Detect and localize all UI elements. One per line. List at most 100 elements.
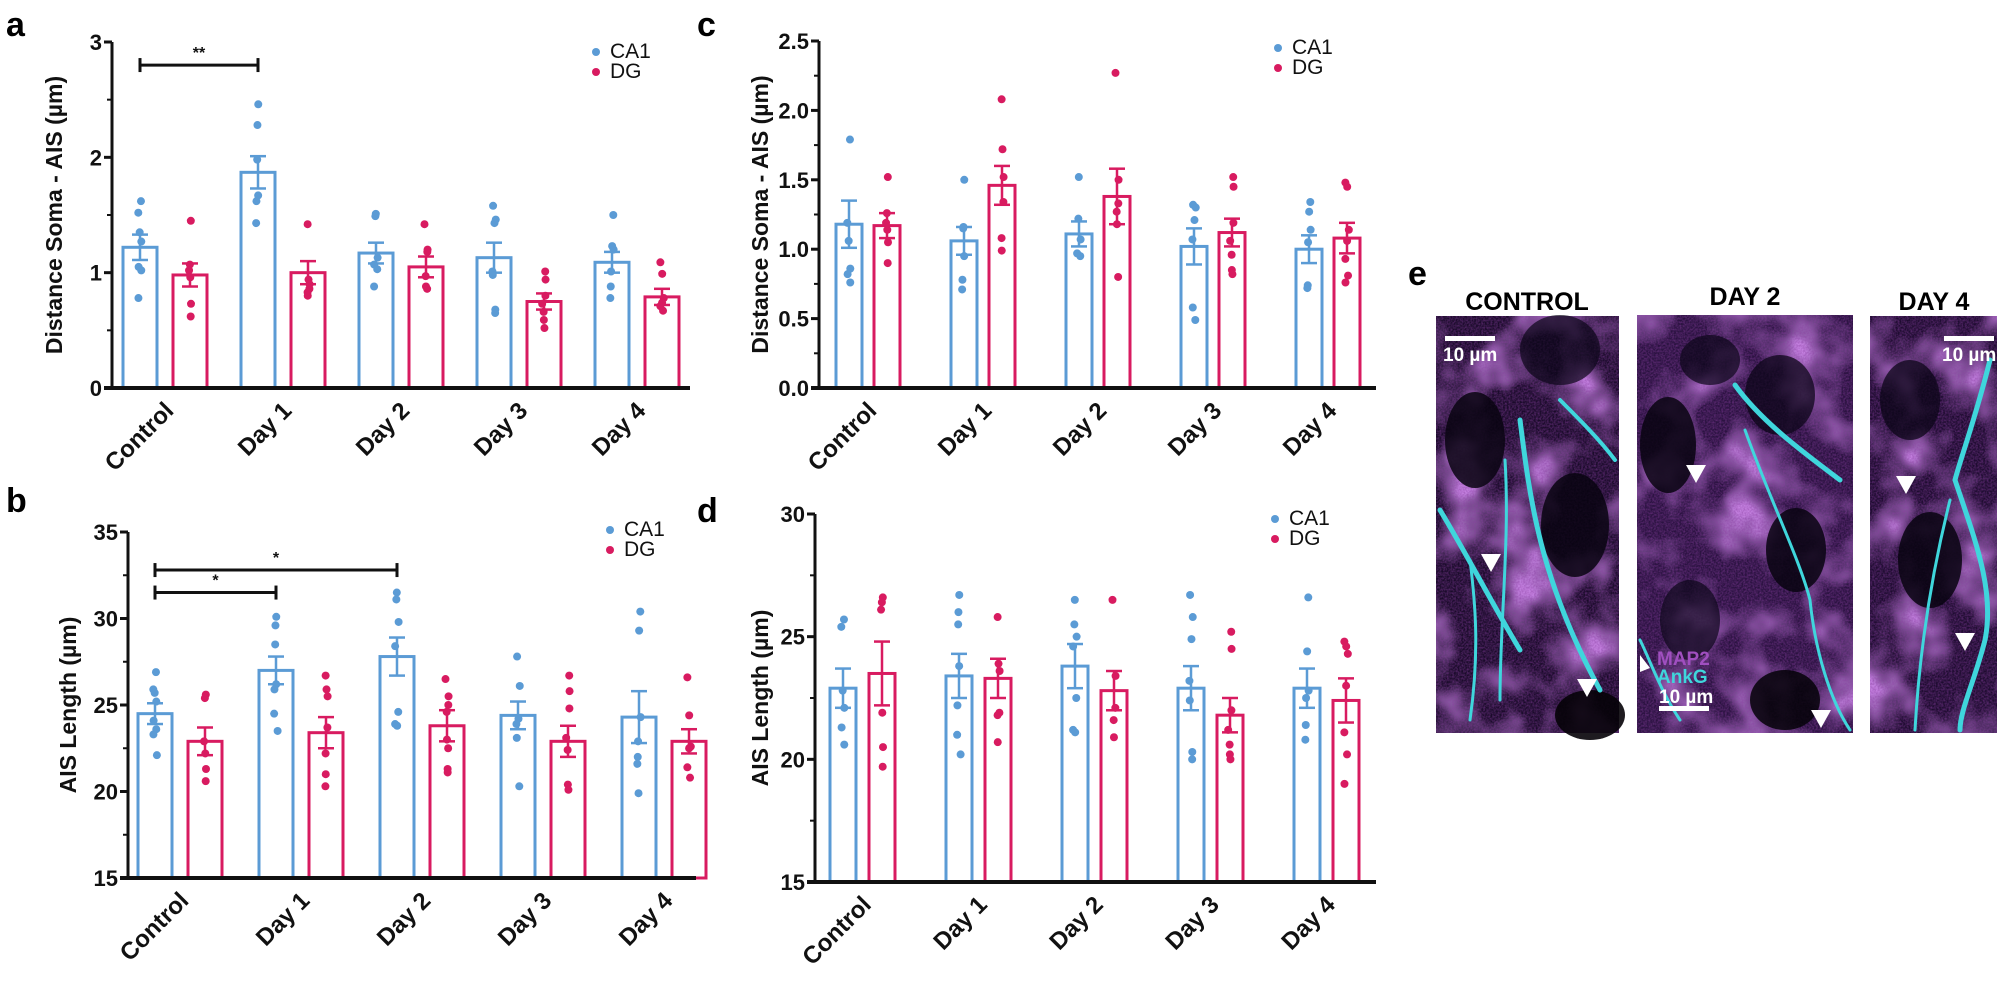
data-point-ca1 [1304, 238, 1313, 247]
data-point-ca1 [149, 730, 158, 739]
y-tick-label: 1 [90, 261, 102, 286]
data-point-ca1 [633, 759, 642, 768]
x-category-label: Day 2 [1048, 397, 1112, 461]
soma-dark [1898, 512, 1962, 608]
data-point-dg [541, 291, 550, 300]
arrowhead-icon [1481, 554, 1501, 572]
panel-letter-b: b [6, 482, 27, 520]
data-point-dg [1340, 728, 1349, 737]
data-point-ca1 [371, 212, 380, 221]
significance-label: * [212, 573, 219, 590]
data-point-dg [201, 749, 210, 758]
legend-marker-ca1 [1274, 44, 1282, 52]
data-point-ca1 [843, 218, 852, 227]
bar-dg-day4 [1331, 698, 1361, 884]
data-point-dg [1111, 671, 1120, 680]
y-tick-label: 15 [781, 870, 805, 895]
panel-letter-d: d [697, 492, 718, 530]
bar-dg-day3 [549, 739, 587, 880]
data-point-ca1 [1185, 696, 1194, 705]
data-point-ca1 [137, 266, 146, 275]
data-point-dg [877, 605, 886, 614]
stain-label-ankg: AnkG [1657, 667, 1708, 688]
data-point-dg [186, 312, 195, 321]
data-point-dg [993, 738, 1002, 747]
panel-letter-e: e [1408, 255, 1427, 293]
legend-label-dg: DG [610, 60, 642, 83]
soma-dark [1750, 670, 1820, 730]
y-axis-title: AIS Length (µm) [55, 617, 81, 794]
chart-d-ais-length: 15 20 25 30 AIS Length (µm) Control Day 1 Day 2… [747, 502, 1376, 971]
soma-dark [1680, 335, 1740, 385]
data-point-dg [999, 173, 1008, 182]
data-point-dg [442, 707, 451, 716]
data-point-dg [683, 763, 692, 772]
y-tick-label: 2.5 [778, 29, 809, 54]
y-tick-label: 0.0 [778, 376, 809, 401]
y-tick-label: 25 [781, 625, 805, 650]
data-point-ca1 [960, 252, 969, 261]
data-point-dg [1340, 779, 1349, 788]
data-point-ca1 [488, 270, 497, 279]
data-point-dg [884, 238, 893, 247]
data-point-ca1 [635, 626, 644, 635]
y-tick-label: 2.0 [778, 98, 809, 123]
data-point-dg [878, 762, 887, 771]
x-category-label: Control [803, 397, 882, 476]
data-point-ca1 [1188, 755, 1197, 764]
data-point-dg [685, 744, 694, 753]
data-point-ca1 [137, 237, 146, 246]
bar-ca1-day4 [1292, 686, 1322, 884]
data-point-dg [997, 234, 1006, 243]
y-axis-title: AIS Length (µm) [747, 610, 773, 787]
data-point-dg [1114, 272, 1123, 281]
data-point-ca1 [1304, 686, 1313, 695]
data-point-dg [999, 198, 1008, 207]
data-point-dg [565, 704, 574, 713]
data-point-ca1 [958, 285, 967, 294]
data-point-ca1 [152, 751, 161, 760]
data-point-dg [444, 692, 453, 701]
data-point-ca1 [1306, 198, 1315, 207]
data-point-ca1 [959, 224, 968, 233]
data-point-dg [883, 259, 892, 268]
data-point-ca1 [136, 197, 145, 206]
data-point-dg [1341, 278, 1350, 287]
stain-label-map2: MAP2 [1657, 649, 1710, 670]
micrograph-day2: MAP2 AnkG 10 µm [1637, 315, 1853, 733]
chart-a-soma-ais-distance: 0 1 2 3 Distance Soma - AIS (µm) Control Day 1… [41, 30, 690, 477]
data-point-dg [994, 659, 1003, 668]
scale-bar [1445, 336, 1495, 341]
micrograph-day4: 10 µm [1870, 316, 1997, 733]
data-point-ca1 [956, 750, 965, 759]
arrowhead-icon [1896, 476, 1916, 494]
data-point-ca1 [393, 721, 402, 730]
ankg-axon-segments [1437, 398, 1617, 722]
data-point-ca1 [252, 197, 261, 206]
data-point-ca1 [843, 270, 852, 279]
data-point-dg [1227, 627, 1236, 636]
x-category-label: Day 4 [614, 887, 679, 952]
data-point-ca1 [1070, 620, 1079, 629]
data-point-dg [1112, 207, 1121, 216]
bar-dg-day3 [1215, 713, 1245, 884]
data-point-dg [322, 685, 331, 694]
data-point-dg [997, 95, 1006, 104]
data-point-dg [563, 745, 572, 754]
data-point-ca1 [150, 688, 159, 697]
data-point-dg [541, 275, 550, 284]
x-category-label: Day 1 [933, 397, 997, 461]
data-point-ca1 [392, 595, 401, 604]
data-point-ca1 [489, 201, 498, 210]
data-point-ca1 [953, 701, 962, 710]
soma-dark [1880, 360, 1940, 440]
data-point-ca1 [1303, 284, 1312, 293]
data-point-ca1 [1305, 207, 1314, 216]
data-point-dg [423, 247, 432, 256]
data-point-dg [539, 307, 548, 316]
legend-marker-ca1 [592, 48, 600, 56]
legend-label-ca1: CA1 [1292, 36, 1333, 59]
scale-bar [1944, 336, 1994, 341]
data-point-ca1 [1186, 590, 1195, 599]
legend-label-ca1: CA1 [610, 40, 651, 63]
